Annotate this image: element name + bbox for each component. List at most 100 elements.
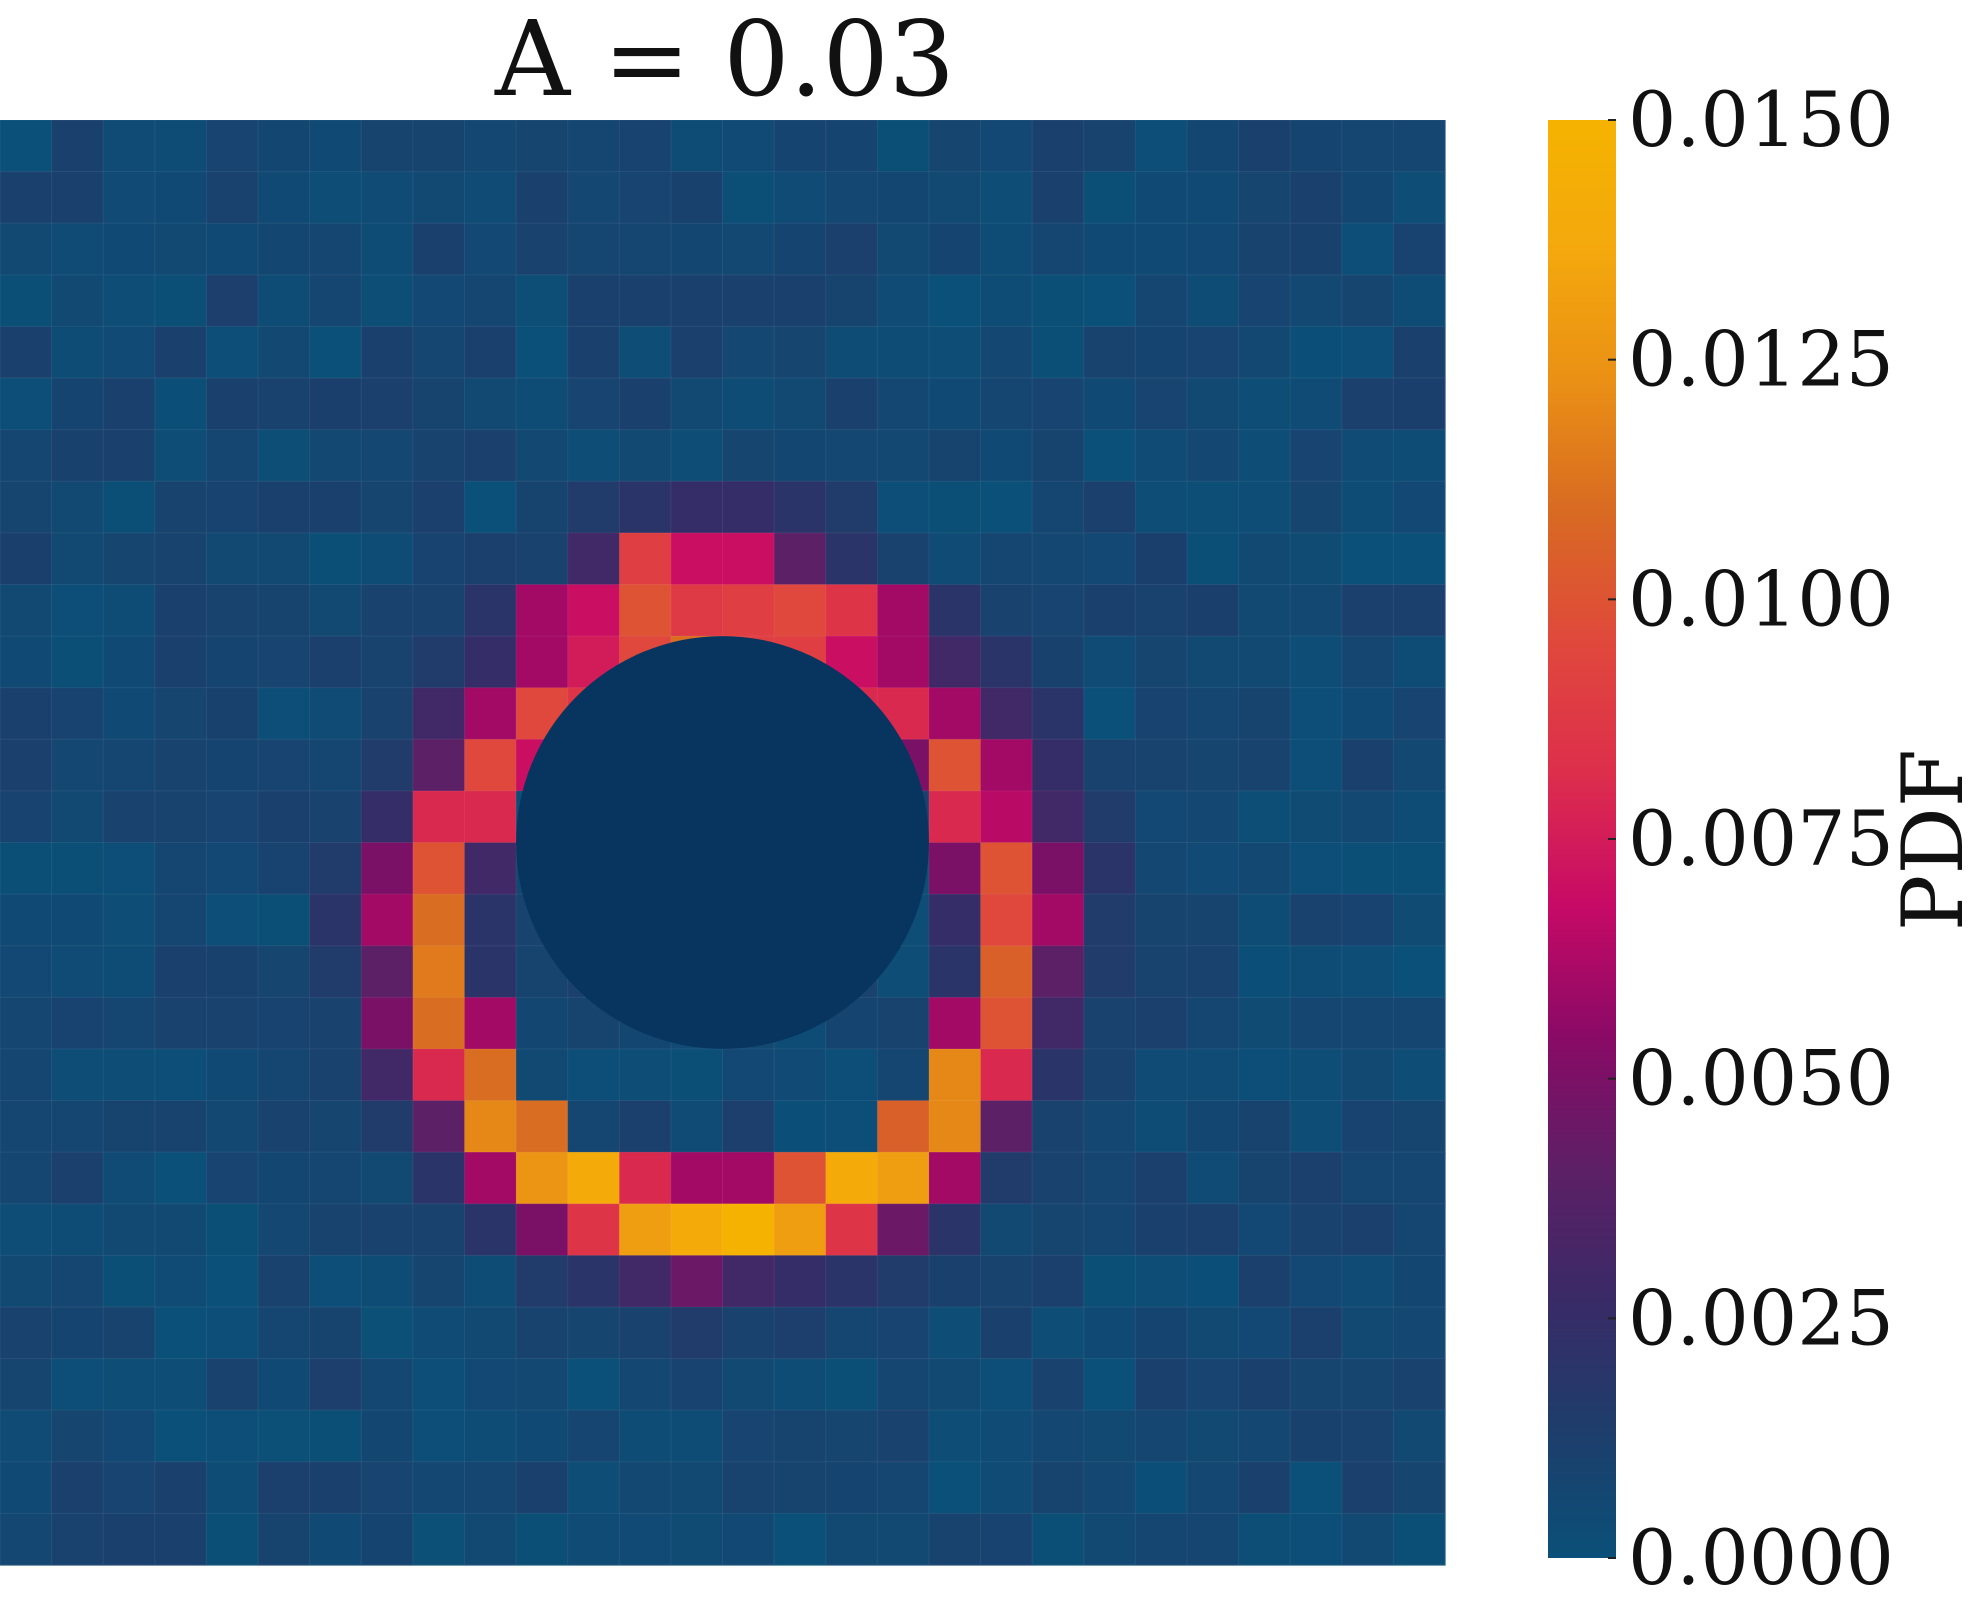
- heatmap-cell: [1032, 1358, 1085, 1411]
- heatmap-cell: [1032, 842, 1085, 895]
- heatmap-cell: [361, 842, 414, 895]
- heatmap-cell: [877, 1048, 930, 1102]
- heatmap-cell: [1238, 1255, 1291, 1308]
- heatmap-cell: [1341, 1410, 1394, 1463]
- heatmap-cell: [1083, 687, 1136, 740]
- heatmap-cell: [980, 1410, 1033, 1463]
- heatmap-cell: [928, 1461, 982, 1514]
- heatmap-cell: [1135, 945, 1188, 998]
- heatmap-cell: [877, 636, 930, 689]
- colorbar: [1548, 120, 1616, 1558]
- heatmap-cell: [1290, 120, 1343, 173]
- heatmap-cell: [464, 1203, 517, 1256]
- heatmap-cell: [1135, 739, 1188, 792]
- heatmap-cell: [1393, 894, 1446, 947]
- heatmap-cell: [928, 1358, 982, 1411]
- heatmap-cell: [1393, 326, 1446, 379]
- heatmap-cell: [206, 636, 259, 689]
- heatmap-cell: [1341, 171, 1394, 224]
- heatmap-cell: [1135, 1358, 1188, 1411]
- heatmap-cell: [361, 1203, 414, 1256]
- heatmap-cell: [1341, 636, 1394, 689]
- heatmap-cell: [309, 1152, 362, 1205]
- heatmap-cell: [51, 636, 104, 689]
- heatmap-cell: [670, 1358, 724, 1411]
- heatmap-cell: [1238, 687, 1291, 740]
- heatmap-cell: [722, 584, 775, 637]
- heatmap-cell: [154, 1255, 208, 1308]
- heatmap-cell: [1393, 481, 1446, 534]
- heatmap-cell: [103, 1306, 156, 1360]
- heatmap-cell: [516, 1100, 569, 1153]
- colorbar-tick-label: 0.0075: [1628, 794, 1894, 883]
- heatmap-cell: [103, 1152, 156, 1205]
- heatmap-cell: [980, 223, 1033, 276]
- heatmap-cell: [361, 326, 414, 379]
- heatmap-cell: [51, 429, 104, 482]
- heatmap-cell: [980, 894, 1033, 947]
- heatmap-cell: [670, 378, 724, 431]
- heatmap-cell: [1238, 223, 1291, 276]
- heatmap-cell: [412, 997, 466, 1050]
- heatmap-cell: [928, 378, 982, 431]
- heatmap-cell: [1186, 378, 1240, 431]
- heatmap-cell: [412, 1048, 466, 1102]
- heatmap-cell: [103, 997, 156, 1050]
- heatmap-cell: [1393, 945, 1446, 998]
- heatmap-cell: [464, 584, 517, 637]
- heatmap-cell: [1135, 1255, 1188, 1308]
- heatmap-cell: [980, 1203, 1033, 1256]
- heatmap-cell: [412, 378, 466, 431]
- heatmap-cell: [103, 842, 156, 895]
- heatmap-cell: [928, 274, 982, 328]
- heatmap-cell: [1135, 171, 1188, 224]
- heatmap-cell: [1341, 894, 1394, 947]
- heatmap-cell: [1341, 687, 1394, 740]
- heatmap-cell: [1393, 790, 1446, 844]
- heatmap-cell: [1393, 429, 1446, 482]
- heatmap-cell: [877, 223, 930, 276]
- heatmap-cell: [154, 1048, 208, 1102]
- heatmap-cell: [928, 687, 982, 740]
- heatmap-cell: [1135, 842, 1188, 895]
- heatmap-cell: [825, 274, 878, 328]
- colorbar-tick-label: 0.0025: [1628, 1273, 1894, 1362]
- heatmap-cell: [774, 481, 827, 534]
- heatmap-cell: [928, 532, 982, 586]
- heatmap-cell: [258, 584, 311, 637]
- heatmap-cell: [1032, 120, 1085, 173]
- heatmap-cell: [206, 584, 259, 637]
- heatmap-cell: [1290, 1410, 1343, 1463]
- heatmap-cell: [980, 945, 1033, 998]
- heatmap-cell: [1393, 171, 1446, 224]
- heatmap-cell: [825, 429, 878, 482]
- heatmap-cell: [309, 429, 362, 482]
- heatmap-cell: [258, 274, 311, 328]
- heatmap-cell: [464, 326, 517, 379]
- heatmap-cell: [928, 171, 982, 224]
- heatmap-cell: [1290, 326, 1343, 379]
- heatmap-cell: [1135, 1513, 1188, 1566]
- heatmap-cell: [619, 1100, 672, 1153]
- heatmap-cell: [154, 1203, 208, 1256]
- heatmap-cell: [412, 120, 466, 173]
- heatmap-cell: [361, 120, 414, 173]
- heatmap-cell: [722, 1306, 775, 1360]
- heatmap-cell: [722, 274, 775, 328]
- heatmap-cell: [51, 1100, 104, 1153]
- heatmap-cell: [103, 326, 156, 379]
- heatmap-cell: [309, 1255, 362, 1308]
- heatmap-cell: [412, 532, 466, 586]
- heatmap-cell: [877, 1513, 930, 1566]
- heatmap-cell: [103, 1100, 156, 1153]
- heatmap-cell: [103, 739, 156, 792]
- heatmap-cell: [51, 997, 104, 1050]
- heatmap-cell: [928, 997, 982, 1050]
- heatmap-cell: [1135, 1410, 1188, 1463]
- heatmap-cell: [1135, 326, 1188, 379]
- heatmap-cell: [0, 842, 53, 895]
- heatmap-cell: [361, 532, 414, 586]
- heatmap-cell: [1186, 274, 1240, 328]
- heatmap-cell: [1290, 481, 1343, 534]
- heatmap-cell: [154, 378, 208, 431]
